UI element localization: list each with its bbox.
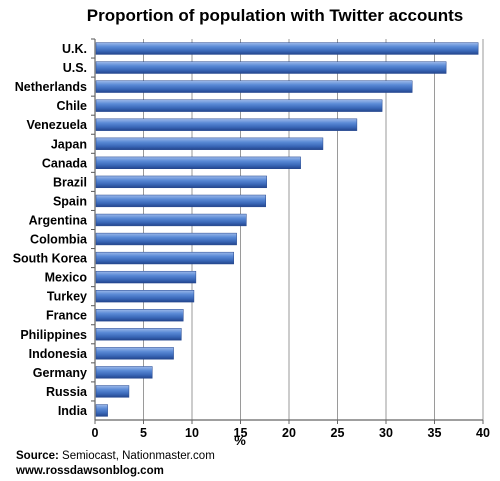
bar: [95, 61, 447, 74]
x-tick-label: 15: [234, 426, 248, 440]
category-label: Chile: [56, 99, 87, 113]
x-axis-label: %: [234, 433, 246, 448]
bars: [95, 42, 479, 417]
chart-title: Proportion of population with Twitter ac…: [86, 6, 464, 25]
bar: [95, 290, 195, 303]
source-text: Semiocast, Nationmaster.com: [58, 450, 215, 462]
category-label: India: [58, 404, 88, 418]
bar: [95, 137, 324, 150]
bar: [95, 80, 413, 93]
source-note: Source: Semiocast, Nationmaster.com: [16, 450, 215, 462]
category-label: Canada: [42, 156, 88, 170]
x-tick-label: 35: [428, 426, 442, 440]
x-tick-label: 0: [92, 426, 99, 440]
category-label: Argentina: [29, 213, 88, 227]
bar: [95, 194, 266, 208]
bar: [95, 232, 237, 246]
bar: [95, 366, 153, 379]
category-label: Russia: [46, 385, 88, 399]
category-label: Netherlands: [15, 80, 87, 94]
category-label: Japan: [51, 137, 87, 151]
category-label: Turkey: [47, 290, 87, 304]
x-tick-label: 20: [282, 426, 296, 440]
gridlines: [143, 39, 484, 420]
x-tick-label: 25: [331, 426, 345, 440]
category-label: Indonesia: [29, 347, 88, 361]
category-label: Germany: [33, 366, 87, 380]
bar: [95, 385, 130, 398]
category-labels: U.K. U.S. Netherlands Chile Venezuela Japan Ca…: [13, 42, 88, 418]
source-label: Source:: [16, 450, 59, 462]
bar: [95, 251, 234, 265]
category-label: U.K.: [62, 42, 87, 56]
x-tick-label: 10: [185, 426, 199, 440]
x-tick-label: 5: [140, 426, 147, 440]
bar: [95, 347, 174, 360]
category-label: Mexico: [45, 271, 88, 285]
category-label: Philippines: [20, 328, 87, 342]
category-label: Venezuela: [27, 118, 88, 132]
bar: [95, 156, 301, 169]
category-label: South Korea: [13, 252, 88, 266]
axes: [91, 38, 484, 424]
category-label: Brazil: [53, 175, 87, 189]
website-credit: www.rossdawsonblog.com: [16, 465, 164, 477]
bar: [95, 270, 197, 284]
bar: [95, 42, 479, 55]
x-tick-label: 40: [476, 426, 490, 440]
category-label: Spain: [53, 194, 87, 208]
bar: [95, 309, 184, 322]
bar: [95, 213, 247, 227]
x-tick-labels: 0 5 10 15 20 25 30 35 40: [92, 426, 490, 440]
category-label: Colombia: [30, 233, 88, 247]
bar: [95, 404, 108, 417]
bar: [95, 99, 383, 112]
x-tick-label: 30: [379, 426, 393, 440]
bar: [95, 175, 267, 189]
bar: [95, 328, 182, 341]
category-label: France: [46, 309, 87, 323]
bar: [95, 118, 358, 131]
category-label: U.S.: [63, 61, 87, 75]
